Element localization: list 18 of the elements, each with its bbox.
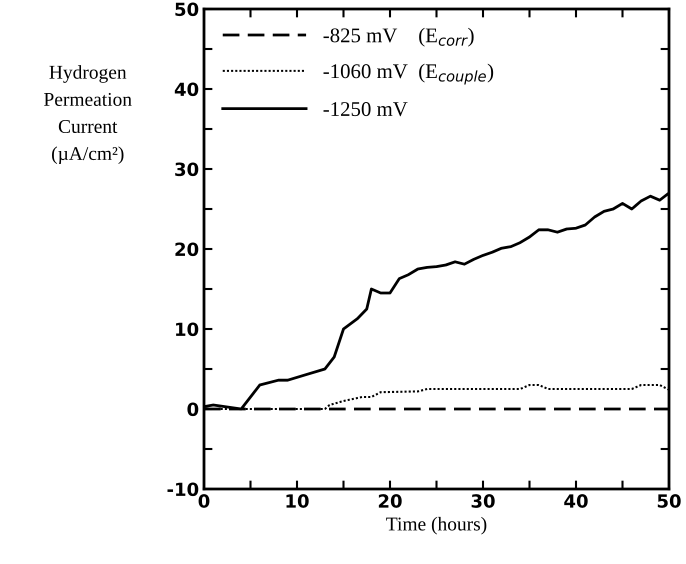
legend-label: -1060 mV (E$_{couple}$) <box>324 64 494 84</box>
y-tick-label: 0 <box>187 402 198 416</box>
legend-label: -825 mV (E$_{corr}$) <box>324 28 474 47</box>
y-tick-label: 30 <box>175 162 198 176</box>
y-tick-label: -10 <box>168 482 198 496</box>
x-tick-label: 20 <box>378 494 402 508</box>
y-axis-title: Hydrogen Permeation Current (µA/cm²) <box>44 65 132 164</box>
y-tick-label: 50 <box>175 2 198 16</box>
legend-label: -1250 mV <box>324 102 408 116</box>
y-tick-label: 40 <box>174 82 198 96</box>
x-tick-label: 40 <box>564 494 588 508</box>
y-tick-label: 20 <box>175 242 198 256</box>
x-tick-label: 0 <box>198 494 210 508</box>
x-axis-title: Time (hours) <box>386 516 486 535</box>
x-tick-label: 30 <box>472 494 495 508</box>
x-tick-label: 50 <box>658 494 681 508</box>
x-tick-label: 10 <box>286 494 309 508</box>
y-tick-label: 10 <box>176 322 198 336</box>
